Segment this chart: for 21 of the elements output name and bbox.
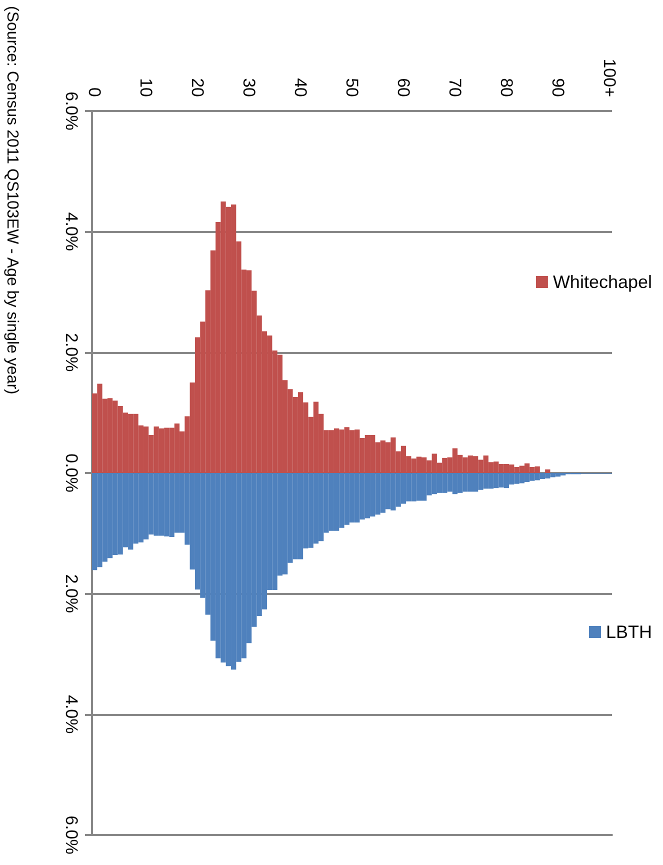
x-tick-label: 10 [136, 78, 156, 97]
x-tick-label: 90 [548, 78, 568, 97]
x-tick-label: 80 [496, 78, 516, 97]
x-tick-label: 60 [394, 78, 413, 97]
y-tick-label: 0.0% [62, 454, 81, 492]
x-tick-label: 0 [85, 88, 104, 97]
y-tick-label: 6.0% [62, 92, 81, 130]
legend-label: Whitechapel [552, 272, 652, 292]
y-tick-label: 2.0% [62, 332, 81, 372]
x-tick-label: 100+ [600, 58, 619, 98]
y-tick-label: 2.0% [62, 574, 81, 614]
legend-label: LBTH [606, 622, 652, 642]
x-tick-label: 70 [445, 78, 464, 97]
x-tick-label: 30 [240, 78, 259, 97]
y-tick-label: 4.0% [62, 212, 81, 252]
y-tick-label: 4.0% [62, 694, 81, 734]
y-tick-label: 6.0% [62, 816, 81, 854]
x-tick-label: 40 [291, 78, 310, 97]
x-tick-label: 50 [342, 78, 362, 97]
x-tick-label: 20 [188, 78, 208, 97]
text: (Source: Census 2011 QS103EW - Age by single year) [4, 6, 20, 394]
